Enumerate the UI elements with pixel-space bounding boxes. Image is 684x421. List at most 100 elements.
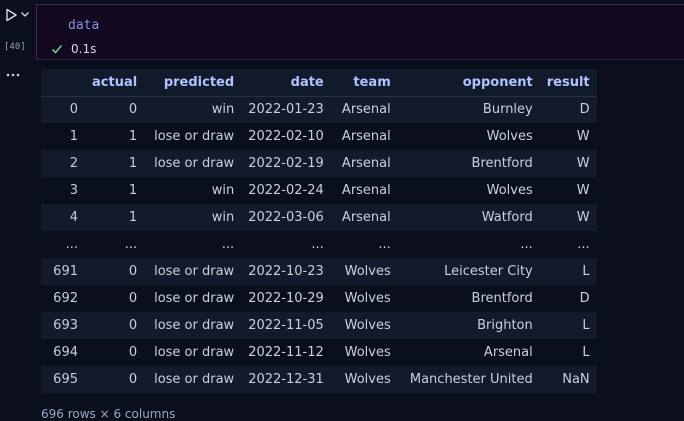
table-cell: ... bbox=[397, 231, 540, 258]
table-cell: Watford bbox=[397, 204, 540, 231]
table-cell: Wolves bbox=[330, 285, 398, 312]
table-cell: Arsenal bbox=[330, 177, 398, 204]
column-header-date: date bbox=[241, 69, 331, 97]
table-cell: 2022-10-23 bbox=[241, 258, 331, 285]
table-cell: Wolves bbox=[330, 312, 398, 339]
table-cell: 0 bbox=[85, 285, 145, 312]
code-editor[interactable]: data 0.1s bbox=[36, 4, 684, 60]
table-cell: Wolves bbox=[330, 339, 398, 366]
table-cell: lose or draw bbox=[144, 150, 242, 177]
table-cell: ... bbox=[144, 231, 242, 258]
table-cell: Arsenal bbox=[330, 96, 398, 123]
row-index-cell: 693 bbox=[41, 312, 85, 339]
execution-status: 0.1s bbox=[51, 41, 96, 57]
table-cell: Arsenal bbox=[397, 339, 540, 366]
row-index-cell: ... bbox=[41, 231, 85, 258]
table-cell: 2022-10-29 bbox=[241, 285, 331, 312]
row-index-cell: 0 bbox=[41, 96, 85, 123]
column-header-index bbox=[41, 69, 85, 97]
table-cell: Wolves bbox=[397, 177, 540, 204]
table-cell: Wolves bbox=[397, 123, 540, 150]
table-cell: W bbox=[539, 150, 597, 177]
table-cell: 0 bbox=[85, 258, 145, 285]
execution-time: 0.1s bbox=[71, 42, 97, 56]
more-horizontal-icon[interactable] bbox=[6, 70, 20, 80]
table-cell: 2022-03-06 bbox=[241, 204, 331, 231]
table-cell: 0 bbox=[85, 312, 145, 339]
cell-gutter: [40] bbox=[0, 0, 36, 62]
run-options-button[interactable] bbox=[19, 8, 31, 20]
table-cell: Arsenal bbox=[330, 204, 398, 231]
table-cell: Brighton bbox=[397, 312, 540, 339]
row-index-cell: 692 bbox=[41, 285, 85, 312]
row-index-cell: 691 bbox=[41, 258, 85, 285]
code-text[interactable]: data bbox=[68, 18, 100, 33]
chevron-down-icon bbox=[21, 12, 29, 17]
table-cell: lose or draw bbox=[144, 258, 242, 285]
cell-output: actual predicted date team opponent resu… bbox=[41, 69, 597, 393]
row-index-cell: 2 bbox=[41, 150, 85, 177]
row-index-cell: 4 bbox=[41, 204, 85, 231]
table-cell: ... bbox=[241, 231, 331, 258]
table-cell: 2022-11-05 bbox=[241, 312, 331, 339]
table-cell: 2022-12-31 bbox=[241, 366, 331, 393]
table-cell: Brentford bbox=[397, 285, 540, 312]
notebook-cell: [40] data 0.1s bbox=[0, 0, 684, 62]
row-index-cell: 694 bbox=[41, 339, 85, 366]
table-cell: Arsenal bbox=[330, 150, 398, 177]
column-header-predicted: predicted bbox=[144, 69, 242, 97]
row-index-cell: 1 bbox=[41, 123, 85, 150]
run-cell-button[interactable] bbox=[2, 6, 20, 24]
table-cell: Manchester United bbox=[397, 366, 540, 393]
table-cell: NaN bbox=[539, 366, 597, 393]
table-header-row: actual predicted date team opponent resu… bbox=[41, 69, 597, 97]
table-cell: 0 bbox=[85, 339, 145, 366]
table-cell: lose or draw bbox=[144, 123, 242, 150]
table-cell: Wolves bbox=[330, 366, 398, 393]
check-icon bbox=[51, 43, 63, 55]
table-row: 4 1 win 2022-03-06 Arsenal Watford W bbox=[41, 204, 597, 231]
table-cell: 0 bbox=[85, 366, 145, 393]
table-cell: 1 bbox=[85, 123, 145, 150]
table-cell: Burnley bbox=[397, 96, 540, 123]
table-cell: 0 bbox=[85, 96, 145, 123]
table-cell: Arsenal bbox=[330, 123, 398, 150]
table-cell: L bbox=[539, 258, 597, 285]
table-cell: 1 bbox=[85, 150, 145, 177]
table-cell: win bbox=[144, 96, 242, 123]
table-cell: win bbox=[144, 177, 242, 204]
table-row: 695 0 lose or draw 2022-12-31 Wolves Manchest… bbox=[41, 366, 597, 393]
column-header-actual: actual bbox=[85, 69, 145, 97]
table-cell: W bbox=[539, 177, 597, 204]
table-row: 694 0 lose or draw 2022-11-12 Wolves Arsenal L bbox=[41, 339, 597, 366]
row-index-cell: 3 bbox=[41, 177, 85, 204]
table-cell: 2022-11-12 bbox=[241, 339, 331, 366]
dataframe-table: actual predicted date team opponent resu… bbox=[41, 69, 597, 393]
table-cell: lose or draw bbox=[144, 285, 242, 312]
dataframe-shape: 696 rows × 6 columns bbox=[41, 407, 176, 421]
table-row: 692 0 lose or draw 2022-10-29 Wolves Brentfor… bbox=[41, 285, 597, 312]
table-cell: 1 bbox=[85, 177, 145, 204]
row-index-cell: 695 bbox=[41, 366, 85, 393]
table-cell: 2022-02-24 bbox=[241, 177, 331, 204]
table-cell: ... bbox=[539, 231, 597, 258]
table-cell: win bbox=[144, 204, 242, 231]
table-cell: 2022-02-10 bbox=[241, 123, 331, 150]
table-cell: 2022-01-23 bbox=[241, 96, 331, 123]
table-cell: lose or draw bbox=[144, 339, 242, 366]
table-row: 691 0 lose or draw 2022-10-23 Wolves Leiceste… bbox=[41, 258, 597, 285]
table-cell: L bbox=[539, 339, 597, 366]
table-row: 1 1 lose or draw 2022-02-10 Arsenal Wolves W bbox=[41, 123, 597, 150]
table-cell: lose or draw bbox=[144, 366, 242, 393]
table-cell: L bbox=[539, 312, 597, 339]
table-cell: Wolves bbox=[330, 258, 398, 285]
table-row: ..................... bbox=[41, 231, 597, 258]
execution-count: [40] bbox=[4, 42, 26, 52]
table-body: 0 0 win 2022-01-23 Arsenal Burnley D 1 1 lose or … bbox=[41, 96, 597, 393]
play-icon bbox=[6, 8, 17, 22]
table-row: 0 0 win 2022-01-23 Arsenal Burnley D bbox=[41, 96, 597, 123]
table-cell: Brentford bbox=[397, 150, 540, 177]
table-row: 693 0 lose or draw 2022-11-05 Wolves Brighton… bbox=[41, 312, 597, 339]
table-cell: 2022-02-19 bbox=[241, 150, 331, 177]
table-cell: D bbox=[539, 285, 597, 312]
